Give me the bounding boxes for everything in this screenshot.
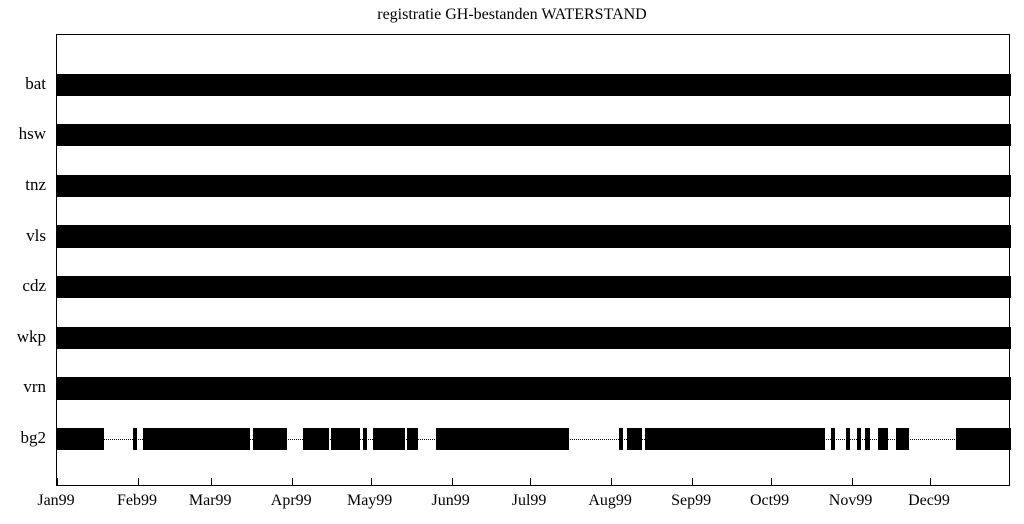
x-tick-mark [692, 478, 693, 485]
data-bar [846, 428, 850, 450]
data-bar [57, 276, 1011, 298]
data-bar [57, 377, 1011, 399]
x-tick-label: Aug99 [588, 492, 632, 510]
y-tick-label: bat [0, 74, 46, 94]
y-tick-label: hsw [0, 124, 46, 144]
data-bar [407, 428, 417, 450]
data-bar [57, 428, 104, 450]
x-tick-mark [852, 478, 853, 485]
data-bar [57, 327, 1011, 349]
y-tick-label: wkp [0, 327, 46, 347]
x-tick-mark [530, 478, 531, 485]
x-tick-mark [292, 478, 293, 485]
data-bar [857, 428, 861, 450]
x-tick-label: Jan99 [37, 492, 74, 510]
x-tick-mark [371, 478, 372, 485]
y-tick-label: cdz [0, 276, 46, 296]
data-bar [303, 428, 329, 450]
x-tick-label: Jun99 [432, 492, 470, 510]
data-bar [331, 428, 360, 450]
y-tick-label: bg2 [0, 428, 46, 448]
data-bar [831, 428, 835, 450]
data-bar [373, 428, 404, 450]
data-bar [57, 124, 1011, 146]
data-bar [627, 428, 643, 450]
x-tick-mark [771, 478, 772, 485]
data-bar [956, 428, 1011, 450]
data-bar [878, 428, 888, 450]
data-bar [57, 225, 1011, 247]
y-tick-label: vrn [0, 377, 46, 397]
x-tick-label: Apr99 [271, 492, 312, 510]
x-tick-mark [57, 478, 58, 485]
data-bar [143, 428, 250, 450]
data-bar [57, 175, 1011, 197]
x-tick-mark [138, 478, 139, 485]
x-tick-mark [211, 478, 212, 485]
chart-container: registratie GH-bestanden WATERSTAND bat h… [0, 0, 1024, 524]
x-tick-label: May99 [347, 492, 392, 510]
x-tick-label: Dec99 [908, 492, 950, 510]
data-bar [896, 428, 909, 450]
data-bar [363, 428, 367, 450]
x-tick-label: Oct99 [750, 492, 789, 510]
y-tick-label: vls [0, 226, 46, 246]
x-tick-mark [930, 478, 931, 485]
x-tick-mark [452, 478, 453, 485]
data-bar [436, 428, 569, 450]
data-bar [57, 74, 1011, 96]
x-tick-label: Sep99 [671, 492, 711, 510]
chart-title: registratie GH-bestanden WATERSTAND [0, 6, 1024, 24]
y-tick-label: tnz [0, 175, 46, 195]
x-tick-mark [611, 478, 612, 485]
x-tick-label: Feb99 [117, 492, 157, 510]
x-tick-label: Jul99 [512, 492, 547, 510]
x-tick-label: Mar99 [189, 492, 232, 510]
data-bar [619, 428, 623, 450]
data-bar [253, 428, 287, 450]
data-bar [645, 428, 825, 450]
data-bar [865, 428, 870, 450]
data-bar [133, 428, 137, 450]
plot-area [56, 34, 1010, 486]
x-tick-label: Nov99 [829, 492, 873, 510]
